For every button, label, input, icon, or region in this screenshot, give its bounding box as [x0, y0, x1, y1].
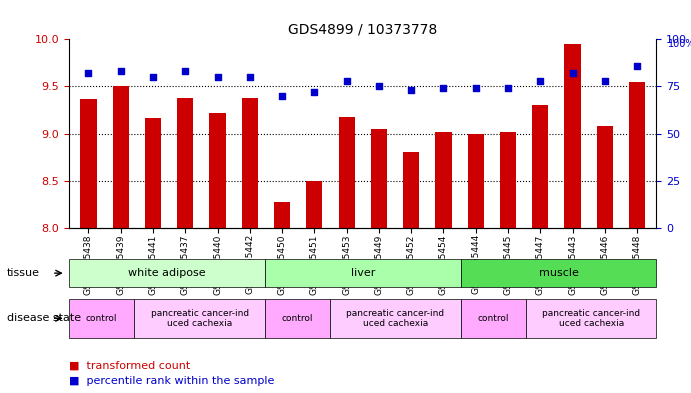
Text: white adipose: white adipose — [128, 268, 206, 278]
Text: tissue: tissue — [7, 268, 40, 278]
Text: control: control — [477, 314, 509, 323]
Point — [438, 85, 449, 92]
Bar — [339, 117, 354, 228]
Bar — [371, 129, 387, 228]
Point — [180, 68, 191, 75]
Text: ■  percentile rank within the sample: ■ percentile rank within the sample — [69, 376, 274, 386]
Bar — [629, 82, 645, 228]
Point — [535, 78, 546, 84]
Point — [276, 93, 287, 99]
Text: pancreatic cancer-ind
uced cachexia: pancreatic cancer-ind uced cachexia — [542, 309, 641, 328]
Point — [632, 62, 643, 69]
Text: control: control — [86, 314, 117, 323]
Point — [341, 78, 352, 84]
Title: GDS4899 / 10373778: GDS4899 / 10373778 — [288, 23, 437, 37]
Bar — [468, 134, 484, 228]
Bar — [80, 99, 97, 228]
Text: muscle: muscle — [538, 268, 578, 278]
Bar — [177, 98, 193, 228]
Bar — [403, 152, 419, 228]
Bar — [242, 98, 258, 228]
Bar — [532, 105, 549, 228]
Bar — [209, 113, 226, 228]
Point — [147, 74, 158, 80]
Point — [470, 85, 481, 92]
Bar — [565, 44, 580, 228]
Text: ■  transformed count: ■ transformed count — [69, 360, 190, 371]
Point — [115, 68, 126, 75]
Point — [373, 83, 384, 90]
Point — [212, 74, 223, 80]
Point — [83, 70, 94, 76]
Text: liver: liver — [350, 268, 375, 278]
Text: pancreatic cancer-ind
uced cachexia: pancreatic cancer-ind uced cachexia — [151, 309, 249, 328]
Bar — [597, 126, 613, 228]
Bar — [145, 118, 161, 228]
Bar — [306, 181, 323, 228]
Point — [309, 89, 320, 95]
Bar — [435, 132, 451, 228]
Text: control: control — [282, 314, 313, 323]
Point — [567, 70, 578, 76]
Point — [406, 87, 417, 94]
Point — [245, 74, 256, 80]
Bar — [500, 132, 516, 228]
Text: disease state: disease state — [7, 313, 81, 323]
Text: 100%: 100% — [668, 39, 691, 49]
Point — [502, 85, 513, 92]
Point — [599, 78, 610, 84]
Text: pancreatic cancer-ind
uced cachexia: pancreatic cancer-ind uced cachexia — [346, 309, 444, 328]
Bar — [274, 202, 290, 228]
Bar — [113, 86, 129, 228]
